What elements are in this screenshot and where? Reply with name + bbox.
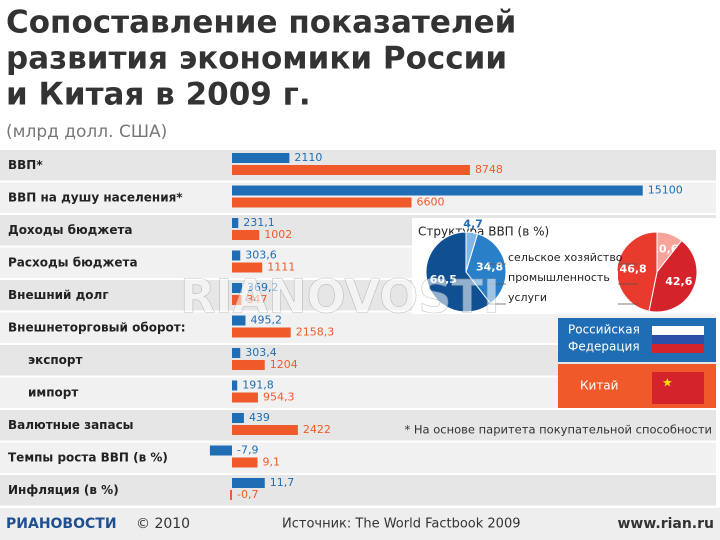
bar [232, 283, 243, 293]
flag-red [652, 344, 704, 353]
value-label: 1204 [270, 358, 298, 371]
bar [232, 327, 291, 338]
bar [232, 230, 260, 240]
bar [230, 490, 232, 500]
bar [232, 153, 290, 163]
value-label: 954,3 [263, 391, 295, 404]
subtitle: (млрд долл. США) [6, 122, 167, 142]
footer-logo: РИАНОВОСТИ [6, 516, 117, 532]
pie-category-label: сельское хозяйство [508, 251, 623, 264]
bar [232, 218, 239, 228]
category-label: импорт [28, 385, 78, 399]
bar [232, 413, 244, 423]
category-label: ВВП* [8, 158, 43, 172]
bar [232, 295, 242, 305]
value-label: 2110 [294, 151, 322, 164]
value-label: -0,7 [237, 488, 258, 501]
legend-label: Федерация [568, 340, 640, 354]
footer-copyright: © 2010 [136, 516, 190, 532]
pie-slice [616, 231, 658, 312]
bar [232, 425, 298, 435]
value-label: 8748 [475, 163, 503, 176]
label-bg [506, 251, 618, 265]
label-bg [506, 271, 618, 285]
flag-white [652, 326, 704, 335]
category-label: ВВП на душу населения* [8, 190, 183, 204]
row-band [0, 410, 716, 441]
pie-slice [648, 239, 698, 313]
watermark: RIANOVOSTI [180, 270, 500, 324]
value-label: 9,1 [262, 456, 280, 469]
pie-value-label: 10,6 [651, 242, 678, 255]
bar [209, 445, 232, 456]
value-label: 2158,3 [296, 326, 335, 339]
value-label: 11,7 [270, 476, 295, 489]
bar [232, 262, 263, 273]
footer-source: Источник: The World Factbook 2009 [282, 517, 521, 532]
value-label: 369,2 [247, 281, 279, 294]
value-label: 347 [246, 293, 267, 306]
value-label: 6600 [417, 196, 445, 209]
pie-slice [425, 231, 492, 313]
bar [232, 315, 246, 326]
bar [232, 380, 238, 391]
pie-value-label: 42,6 [665, 275, 692, 288]
value-label: 1111 [267, 261, 295, 274]
flag-star: ★ [662, 376, 673, 390]
bar [232, 185, 643, 196]
category-label: Валютные запасы [8, 418, 134, 432]
title-line: развития экономики России [6, 41, 507, 77]
value-label: 303,4 [245, 346, 277, 359]
pie-value-label: 4,7 [463, 218, 483, 231]
footnote: * На основе паритета покупательной спосо… [404, 423, 712, 437]
pie-value-label: 46,8 [620, 263, 647, 276]
bar [232, 478, 265, 488]
pie-slice [465, 233, 507, 305]
category-label: экспорт [28, 353, 82, 367]
bar [232, 457, 258, 468]
bar [232, 392, 258, 403]
value-label: 439 [249, 411, 270, 424]
bar [232, 197, 412, 208]
category-label: Инфляция (в %) [8, 483, 119, 497]
value-label: 495,2 [250, 314, 281, 327]
title-line: Сопоставление показателей [6, 5, 516, 41]
value-label: 191,8 [242, 379, 274, 392]
footer-band [0, 508, 720, 540]
bar [232, 348, 241, 358]
pie-value-label: 60,5 [430, 273, 457, 286]
category-label: Доходы бюджета [8, 223, 133, 237]
row-band [0, 442, 716, 473]
legend-label: Китай [580, 379, 618, 393]
category-label: Расходы бюджета [8, 255, 138, 269]
bar [232, 360, 265, 370]
category-label: Внешнеторговый оборот: [8, 320, 186, 334]
pie-category-label: услуги [508, 291, 547, 304]
value-label: 303,6 [245, 249, 277, 262]
bar [232, 250, 241, 261]
value-label: -7,9 [237, 444, 258, 457]
value-label: 231,1 [243, 216, 275, 229]
label-bg [506, 291, 618, 305]
value-label: 1002 [264, 228, 292, 241]
legend-label: Российская [568, 323, 640, 337]
flag-red [652, 372, 704, 404]
footer-site: www.rian.ru [617, 516, 714, 532]
title-line: и Китая в 2009 г. [6, 77, 311, 113]
row-band [0, 475, 716, 506]
category-label: Внешний долг [8, 288, 109, 302]
pie-category-label: промышленность [508, 271, 610, 284]
bar [232, 165, 470, 175]
category-label: Темпы роста ВВП (в %) [8, 450, 168, 464]
value-label: 2422 [303, 423, 331, 436]
flag-blue [652, 335, 704, 344]
value-label: 15100 [648, 184, 683, 197]
